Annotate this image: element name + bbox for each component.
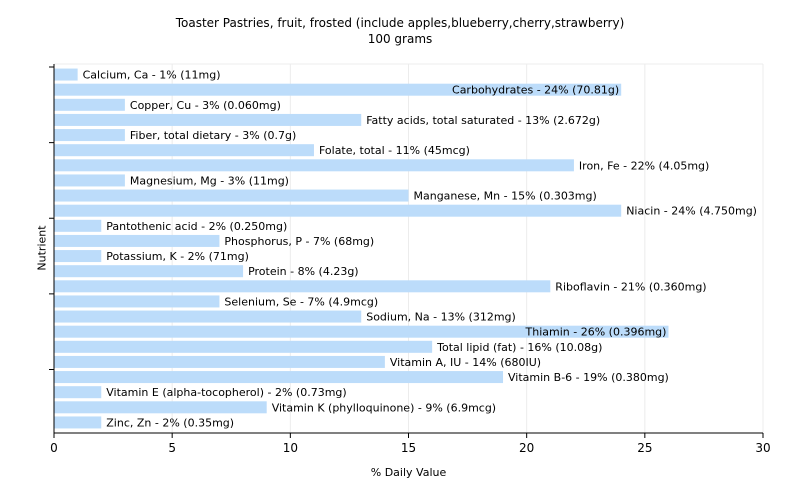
bar bbox=[54, 250, 102, 263]
bar bbox=[54, 159, 574, 172]
bar-label: Vitamin B-6 - 19% (0.380mg) bbox=[508, 371, 669, 384]
x-axis-label: % Daily Value bbox=[370, 466, 447, 479]
bar bbox=[54, 295, 220, 308]
bar bbox=[54, 310, 362, 323]
chart-subtitle: 100 grams bbox=[367, 32, 433, 46]
bar-label: Vitamin A, IU - 14% (680IU) bbox=[390, 356, 541, 369]
bar bbox=[54, 113, 362, 126]
bar-label: Protein - 8% (4.23g) bbox=[248, 265, 359, 278]
bar bbox=[54, 401, 267, 414]
bar-label: Vitamin E (alpha-tocopherol) - 2% (0.73m… bbox=[106, 386, 346, 399]
bar-label: Calcium, Ca - 1% (11mg) bbox=[83, 69, 221, 82]
x-tick-label: 5 bbox=[168, 441, 176, 455]
x-tick-label: 15 bbox=[401, 441, 416, 455]
bar bbox=[54, 386, 102, 399]
bar bbox=[54, 219, 102, 232]
x-tick-label: 10 bbox=[283, 441, 298, 455]
bar bbox=[54, 280, 551, 293]
x-tick-label: 0 bbox=[50, 441, 58, 455]
y-axis-label: Nutrient bbox=[35, 225, 49, 271]
bar-label: Potassium, K - 2% (71mg) bbox=[106, 250, 249, 263]
bar-label: Copper, Cu - 3% (0.060mg) bbox=[130, 99, 281, 112]
bar-label: Zinc, Zn - 2% (0.35mg) bbox=[106, 416, 234, 429]
x-tick-label: 20 bbox=[519, 441, 534, 455]
bar bbox=[54, 416, 102, 429]
chart-title: Toaster Pastries, fruit, frosted (includ… bbox=[0, 15, 800, 47]
bar bbox=[54, 340, 433, 353]
bar-label: Iron, Fe - 22% (4.05mg) bbox=[579, 159, 709, 172]
bar bbox=[54, 234, 220, 247]
chart-title-text: Toaster Pastries, fruit, frosted (includ… bbox=[175, 16, 625, 30]
bar-label: Fatty acids, total saturated - 13% (2.67… bbox=[366, 114, 600, 127]
bar-label: Pantothenic acid - 2% (0.250mg) bbox=[106, 220, 287, 233]
bar bbox=[54, 265, 244, 278]
bar bbox=[54, 189, 409, 202]
bar bbox=[54, 83, 622, 96]
bar-label: Selenium, Se - 7% (4.9mcg) bbox=[224, 295, 378, 308]
bar bbox=[54, 174, 125, 187]
bar bbox=[54, 129, 125, 142]
bar-label: Total lipid (fat) - 16% (10.08g) bbox=[436, 341, 602, 354]
bar-label: Riboflavin - 21% (0.360mg) bbox=[555, 280, 706, 293]
bar-label: Magnesium, Mg - 3% (11mg) bbox=[130, 174, 289, 187]
bar-label: Fiber, total dietary - 3% (0.7g) bbox=[130, 129, 296, 142]
bar bbox=[54, 325, 669, 338]
axes: 0 5 10 15 20 25 30 bbox=[49, 64, 771, 455]
bar-label: Vitamin K (phylloquinone) - 9% (6.9mcg) bbox=[272, 401, 496, 414]
x-tick-label: 30 bbox=[755, 441, 770, 455]
bar-label: Niacin - 24% (4.750mg) bbox=[626, 205, 757, 218]
bar bbox=[54, 371, 504, 384]
bar-label: Carbohydrates - 24% (70.81g) bbox=[452, 84, 619, 97]
bar-label: Phosphorus, P - 7% (68mg) bbox=[224, 235, 374, 248]
bar bbox=[54, 355, 385, 368]
bar bbox=[54, 144, 314, 157]
bar bbox=[54, 98, 125, 111]
bar bbox=[54, 204, 622, 217]
bar-label: Sodium, Na - 13% (312mg) bbox=[366, 311, 516, 324]
bar-label: Manganese, Mn - 15% (0.303mg) bbox=[414, 190, 597, 203]
bar-label: Thiamin - 26% (0.396mg) bbox=[525, 326, 667, 339]
x-tick-label: 25 bbox=[637, 441, 652, 455]
bar-label: Folate, total - 11% (45mcg) bbox=[319, 144, 470, 157]
bars: Calcium, Ca - 1% (11mg) Carbohydrates - 2… bbox=[54, 68, 757, 429]
bar bbox=[54, 68, 78, 81]
